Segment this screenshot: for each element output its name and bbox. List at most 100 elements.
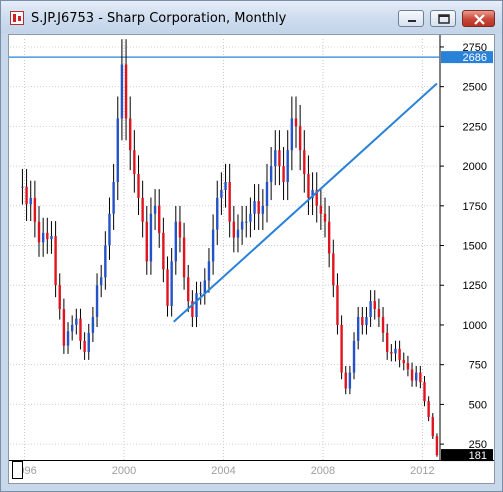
chart-app-icon[interactable] — [10, 11, 24, 25]
candle-body — [286, 150, 289, 182]
price-tick-label: 2750 — [463, 42, 487, 54]
candle-body — [162, 232, 165, 270]
price-tick-label: 1250 — [463, 280, 487, 292]
candle-body — [269, 166, 273, 182]
candle-body — [207, 261, 211, 281]
candle-body — [199, 293, 202, 295]
candle-body — [365, 317, 368, 325]
price-tick-label: 2500 — [463, 82, 487, 94]
maximize-button[interactable] — [430, 10, 456, 27]
candle-body — [294, 118, 298, 127]
candle-body — [298, 126, 302, 151]
candle-body — [406, 363, 410, 370]
candle-body — [332, 253, 335, 286]
price-chart[interactable]: 250 500 750 1000 1250 1500 1750 2000 2250 2500 275… — [9, 35, 494, 483]
candle-body — [191, 301, 194, 318]
candle-body — [133, 150, 136, 175]
chart-area[interactable]: 250 500 750 1000 1250 1500 1750 2000 2250 2500 275… — [8, 34, 495, 484]
candle-body — [62, 309, 66, 346]
candle-body — [178, 221, 182, 238]
candle-body — [431, 417, 434, 437]
year-label: 2000 — [112, 465, 136, 477]
candle-body — [116, 118, 119, 182]
candle-body — [129, 118, 132, 151]
candle-body — [99, 277, 103, 286]
candle-body — [423, 382, 426, 402]
price-tick-label: 2000 — [463, 161, 487, 173]
candle-body — [79, 318, 82, 341]
candle-body — [398, 348, 401, 360]
candle-body — [120, 64, 124, 119]
year-label: 2012 — [410, 465, 434, 477]
candle-body — [46, 232, 49, 240]
candle-body — [87, 332, 90, 352]
candle-body — [236, 229, 240, 238]
candle-body — [344, 372, 347, 389]
price-label-box — [441, 51, 493, 64]
candle-body — [327, 221, 331, 254]
candle-body — [253, 201, 256, 214]
scroll-box[interactable] — [12, 461, 23, 479]
candle-body — [203, 280, 207, 294]
price-tick-label: 750 — [469, 360, 487, 372]
candle-body — [348, 372, 352, 389]
candle-body — [124, 64, 128, 119]
candle-body — [361, 317, 364, 325]
candle-body — [25, 186, 28, 205]
candle-body — [211, 229, 215, 262]
close-button[interactable] — [462, 10, 495, 27]
candle-body — [187, 277, 190, 302]
candle-body — [427, 401, 430, 418]
candle-body — [195, 293, 198, 318]
candle-body — [174, 221, 177, 262]
candle-body — [245, 221, 248, 223]
title-bar[interactable]: S.JP.J6753 - Sharp Corporation, Monthly — [1, 1, 502, 33]
candle-body — [381, 317, 385, 333]
candle-body — [70, 324, 74, 332]
candle-body — [261, 205, 265, 214]
candle-body — [352, 340, 356, 373]
candle-body — [182, 237, 186, 278]
price-tick-label: 1500 — [463, 241, 487, 253]
candle-body — [311, 189, 314, 198]
candle-body — [377, 309, 381, 318]
candle-body — [265, 181, 269, 206]
candle-body — [149, 213, 153, 262]
candle-body — [33, 197, 37, 222]
candle-body — [58, 285, 61, 310]
candle-body — [319, 205, 323, 214]
candle-body — [21, 186, 24, 188]
candle-body — [37, 221, 41, 243]
price-tick-label: 500 — [469, 399, 487, 411]
candle-body — [112, 181, 115, 214]
candle-body — [228, 181, 231, 222]
trendline[interactable] — [173, 82, 438, 323]
price-tick-label: 1000 — [463, 320, 487, 332]
candle-body — [249, 213, 252, 222]
candle-body — [170, 261, 173, 306]
minimize-button[interactable] — [398, 10, 424, 27]
candle-body — [50, 235, 53, 240]
price-label-box — [441, 449, 493, 462]
candle-body — [394, 348, 397, 354]
candle-body — [75, 318, 78, 325]
year-label: 2004 — [211, 465, 235, 477]
candle-body — [95, 285, 99, 318]
candle-body — [66, 331, 70, 346]
candle-body — [91, 317, 95, 333]
candle-body — [356, 317, 360, 341]
candle-body — [282, 166, 285, 182]
minimize-icon — [408, 20, 416, 22]
candle-body — [145, 221, 148, 262]
candle-body — [323, 213, 327, 222]
candle-body — [83, 340, 86, 352]
candle-body — [278, 150, 281, 167]
close-icon — [474, 14, 485, 25]
candle-body — [41, 232, 45, 243]
candle-body — [435, 436, 439, 456]
candle-body — [290, 118, 294, 151]
candle-body — [104, 245, 107, 278]
candle-body — [303, 150, 306, 175]
candle-body — [390, 351, 393, 354]
